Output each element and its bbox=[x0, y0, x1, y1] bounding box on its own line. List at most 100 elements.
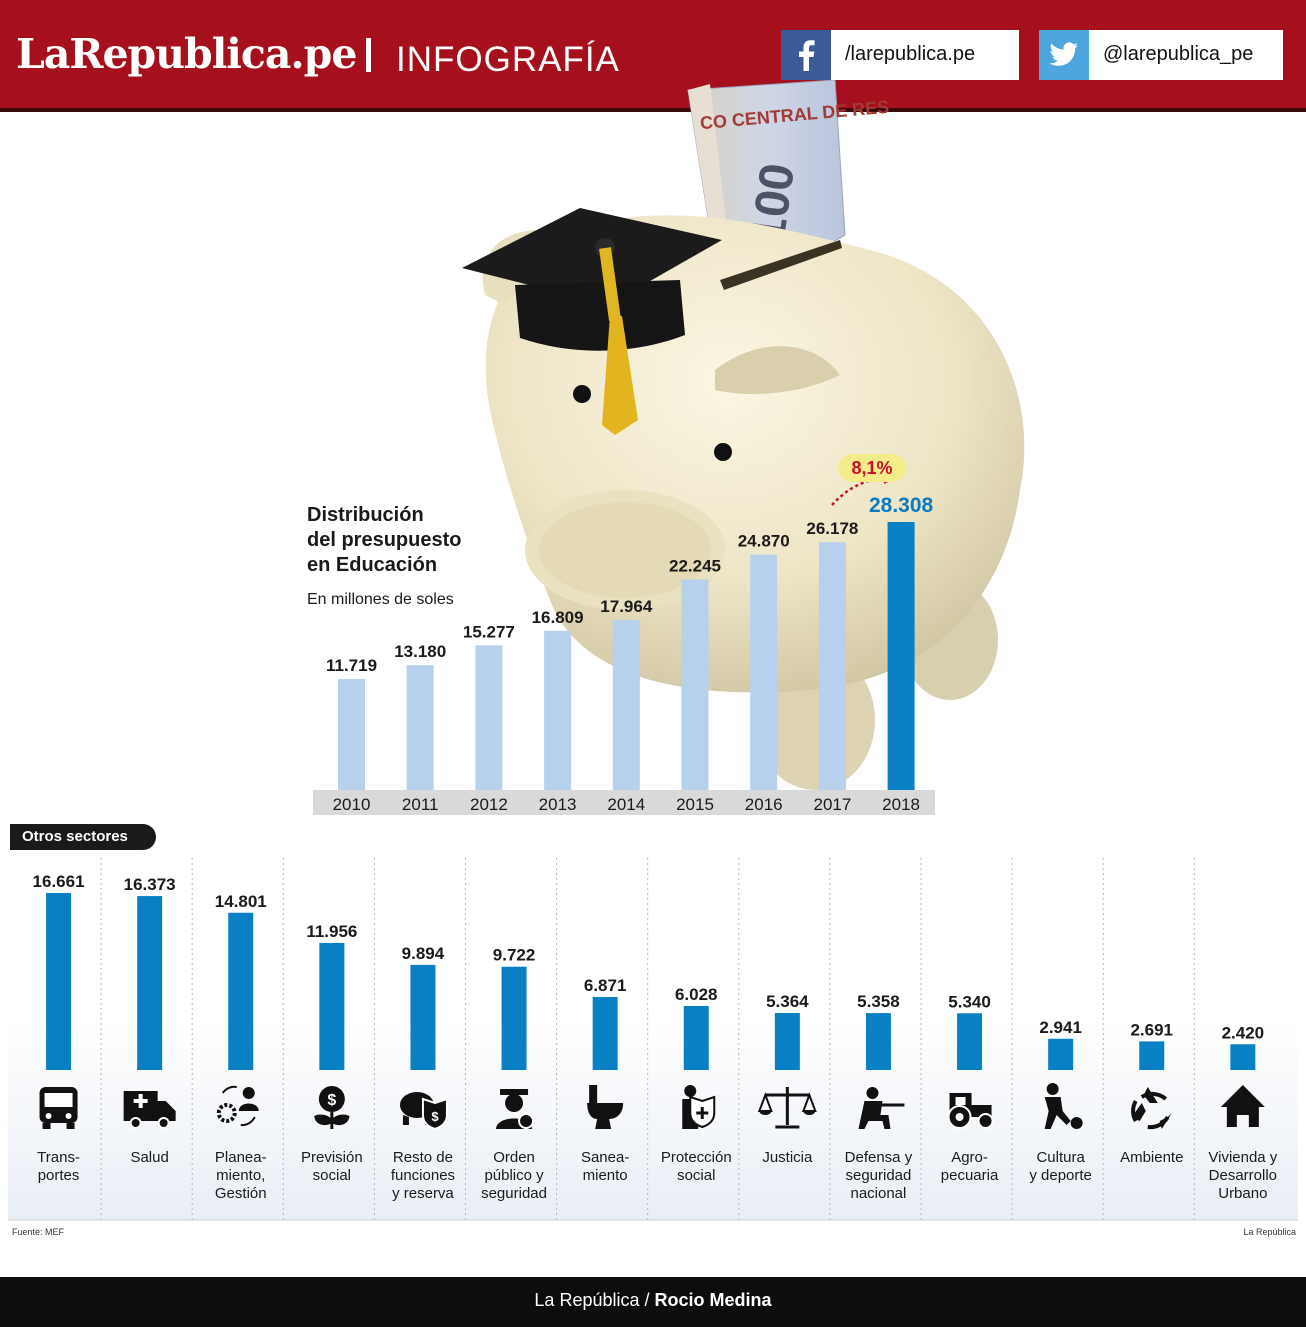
sector-category-label: Orden público y seguridad bbox=[481, 1149, 547, 1202]
education-value-label: 26.178 bbox=[806, 519, 858, 538]
brand-logo[interactable]: LaRepublica.pe bbox=[16, 30, 357, 78]
sector-category-label: Vivienda y Desarrollo Urbano bbox=[1208, 1149, 1278, 1202]
footer-author: Rocio Medina bbox=[654, 1290, 772, 1310]
piggy-shield-icon: $ bbox=[399, 1092, 448, 1131]
year-tick-label: 2017 bbox=[813, 795, 851, 814]
twitter-icon bbox=[1039, 30, 1089, 80]
education-bar bbox=[818, 542, 846, 790]
ambulance-icon bbox=[123, 1091, 176, 1129]
year-tick-label: 2014 bbox=[607, 795, 645, 814]
education-value-label: 28.308 bbox=[869, 494, 934, 517]
sector-category-label: Salud bbox=[130, 1149, 169, 1166]
sector-value-label: 16.373 bbox=[124, 875, 176, 894]
sector-category-label: Previsión social bbox=[300, 1149, 363, 1184]
education-bar bbox=[475, 645, 503, 790]
chart-title-line-3: en Educación bbox=[307, 554, 438, 576]
facebook-link[interactable]: /larepublica.pe bbox=[781, 30, 1019, 80]
sector-value-label: 5.340 bbox=[948, 992, 991, 1011]
education-value-label: 17.964 bbox=[600, 597, 653, 616]
sector-value-label: 2.420 bbox=[1222, 1023, 1265, 1042]
facebook-icon bbox=[781, 30, 831, 80]
sector-category-label: Protección social bbox=[660, 1149, 732, 1184]
growth-badge: 8,1% bbox=[838, 454, 906, 482]
education-value-label: 11.719 bbox=[326, 656, 377, 675]
education-value-label: 13.180 bbox=[394, 642, 446, 661]
toilet-icon bbox=[587, 1085, 624, 1129]
footer-outlet: La República bbox=[534, 1290, 640, 1310]
header-separator bbox=[366, 38, 371, 72]
sector-value-label: 6.871 bbox=[584, 976, 627, 995]
sector-bar bbox=[1139, 1041, 1165, 1070]
twitter-link[interactable]: @larepublica_pe bbox=[1039, 30, 1283, 80]
sector-category-label: Agro- pecuaria bbox=[940, 1149, 999, 1184]
sector-value-label: 14.801 bbox=[215, 892, 267, 911]
svg-text:$: $ bbox=[327, 1092, 336, 1109]
source-note: Fuente: MEF bbox=[12, 1227, 65, 1237]
sector-bar bbox=[865, 1013, 891, 1070]
sector-bar bbox=[592, 997, 618, 1070]
soldier-icon bbox=[858, 1087, 905, 1129]
sector-bar bbox=[501, 966, 527, 1070]
other-sectors-label: Otros sectores bbox=[10, 824, 156, 850]
chart-title: Distribución del presupuesto en Educació… bbox=[307, 503, 461, 578]
social-protection-icon bbox=[682, 1085, 716, 1129]
money-plant-icon: $ bbox=[314, 1086, 350, 1129]
credit-note: La República bbox=[1243, 1227, 1296, 1237]
education-bar bbox=[406, 665, 434, 790]
education-budget-chart: 11.719 2010 13.180 2011 15.277 2012 16.809 2013… bbox=[313, 494, 935, 815]
education-value-label: 16.809 bbox=[532, 608, 584, 627]
education-bar bbox=[750, 554, 778, 790]
graduation-cap-icon bbox=[462, 208, 722, 435]
sector-category-label: Resto de funciones y reserva bbox=[390, 1149, 456, 1202]
education-value-label: 24.870 bbox=[738, 532, 790, 551]
education-value-label: 22.245 bbox=[669, 556, 721, 575]
sector-value-label: 5.358 bbox=[857, 992, 900, 1011]
sector-value-label: 5.364 bbox=[766, 992, 809, 1011]
section-title: INFOGRAFÍA bbox=[396, 40, 620, 79]
house-icon bbox=[1220, 1085, 1265, 1127]
footer-bar: La República / Rocio Medina bbox=[0, 1277, 1306, 1327]
sector-category-label: Trans- portes bbox=[37, 1149, 80, 1184]
sector-bar bbox=[228, 912, 254, 1070]
education-bar bbox=[887, 522, 915, 790]
soccer-player-icon bbox=[1044, 1083, 1083, 1129]
education-bar bbox=[338, 679, 365, 790]
sector-value-label: 2.691 bbox=[1130, 1020, 1173, 1039]
sector-bar bbox=[319, 942, 345, 1070]
sector-bar bbox=[683, 1005, 709, 1070]
year-tick-label: 2012 bbox=[470, 795, 508, 814]
sector-value-label: 9.722 bbox=[493, 946, 536, 965]
police-icon bbox=[496, 1089, 535, 1129]
tractor-icon bbox=[947, 1093, 994, 1129]
year-tick-label: 2010 bbox=[333, 795, 371, 814]
year-tick-label: 2011 bbox=[402, 795, 439, 814]
sector-value-label: 2.941 bbox=[1039, 1018, 1082, 1037]
scales-icon bbox=[757, 1087, 817, 1129]
chart-title-line-2: del presupuesto bbox=[307, 529, 462, 551]
year-tick-label: 2013 bbox=[539, 795, 577, 814]
sector-value-label: 6.028 bbox=[675, 985, 718, 1004]
sector-category-label: Planea- miento, Gestión bbox=[214, 1149, 267, 1202]
x-axis-strip bbox=[313, 790, 935, 815]
education-bar bbox=[544, 630, 572, 790]
other-sectors-chart: 16.661 16.373 14.801 11.956 $9.894 $9.722 6.87… bbox=[8, 858, 1298, 1221]
education-value-label: 15.277 bbox=[463, 622, 515, 641]
sector-bar bbox=[957, 1013, 983, 1070]
sector-category-label: Defensa y seguridad nacional bbox=[844, 1149, 913, 1202]
sector-value-label: 11.956 bbox=[306, 922, 357, 941]
sector-category-label: Justicia bbox=[762, 1149, 813, 1166]
sector-bar bbox=[46, 893, 72, 1070]
sector-value-label: 9.894 bbox=[402, 944, 445, 963]
svg-text:$: $ bbox=[431, 1109, 439, 1124]
sector-category-label: Cultura y deporte bbox=[1029, 1149, 1092, 1184]
sectors-panel bbox=[8, 858, 1298, 1220]
chart-title-line-1: Distribución bbox=[307, 504, 424, 526]
year-tick-label: 2018 bbox=[882, 795, 920, 814]
sector-bar bbox=[1230, 1044, 1256, 1070]
sector-bar bbox=[1048, 1038, 1074, 1070]
recycle-icon bbox=[1131, 1087, 1172, 1130]
planning-icon bbox=[216, 1085, 259, 1127]
footer-credit: La República / Rocio Medina bbox=[0, 1290, 1306, 1311]
sector-bar bbox=[774, 1013, 800, 1070]
